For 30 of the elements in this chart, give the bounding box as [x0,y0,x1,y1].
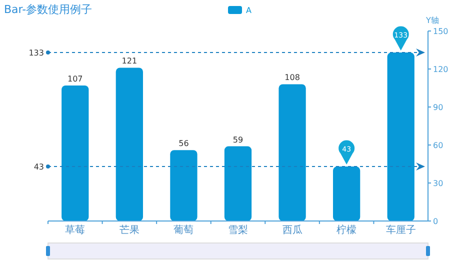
data-label: 121 [122,56,138,66]
bar [387,52,414,221]
text: A [246,6,252,15]
y-tick-label: 90 [433,103,444,112]
x-tick-label: 芒果 [119,224,140,236]
y-tick-label: 30 [433,179,444,188]
x-tick-label: 车厘子 [386,224,416,236]
x-tick-label: 西瓜 [282,224,302,236]
bar [116,68,143,221]
bar [62,85,89,221]
data-label: 107 [68,74,83,84]
y-axis-title: Y轴 [425,16,439,25]
x-tick-label: 草莓 [65,224,86,236]
bar [224,146,252,221]
bar [170,150,198,221]
y-tick-label: 60 [433,141,444,150]
bar [333,166,360,221]
ref-line-label: 43 [34,162,44,172]
data-label: 59 [232,135,244,144]
chart-title: Bar-参数使用例子 [4,3,92,16]
y-tick-label: 0 [433,217,438,226]
ref-line-label: 133 [28,48,44,58]
y-tick-label: 120 [433,65,448,74]
x-tick-label: 雪梨 [228,224,248,236]
x-tick-label: 柠檬 [336,224,357,236]
y-tick-label: 150 [433,27,448,36]
data-label: 56 [178,139,189,148]
x-tick-label: 葡萄 [174,224,194,236]
data-label: 108 [284,73,300,82]
bar [278,84,306,221]
